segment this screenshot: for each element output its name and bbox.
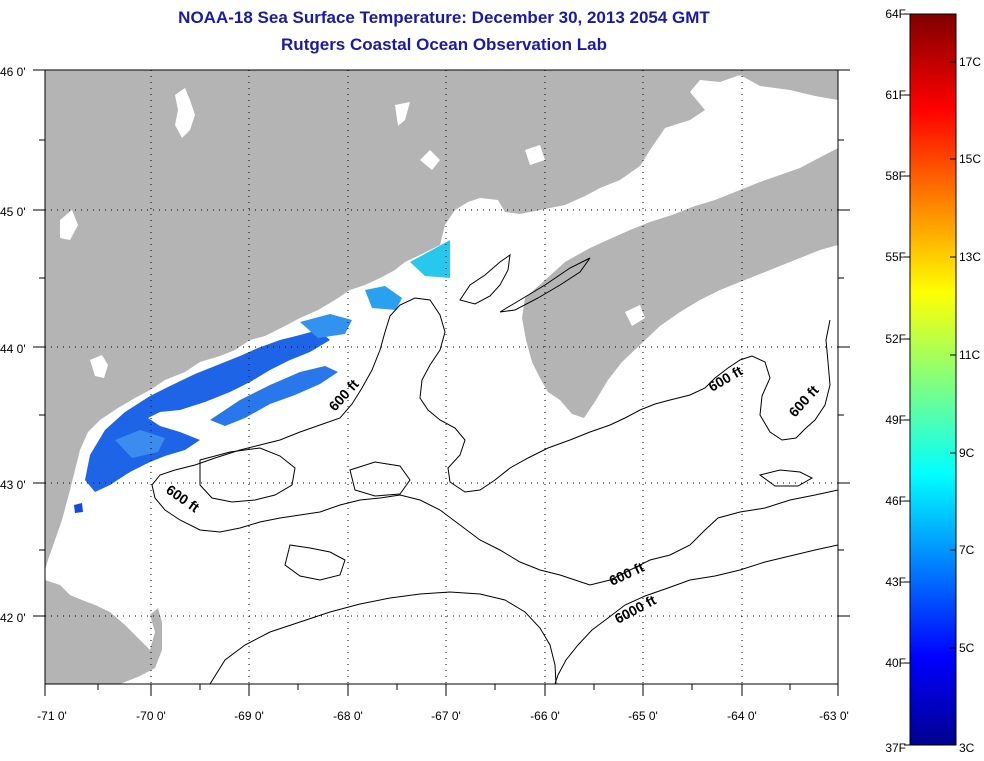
sst-patch	[410, 240, 450, 278]
mainland-landmass	[45, 70, 838, 570]
contour-600ft-inner	[199, 447, 296, 503]
lake	[625, 305, 645, 326]
contour-6000ft	[554, 544, 838, 684]
map-border	[44, 69, 839, 685]
sst-patch	[74, 503, 83, 513]
map-subtitle: Rutgers Coastal Ocean Observation Lab	[281, 35, 607, 54]
celsius-label: 13C	[959, 250, 981, 264]
celsius-label: 11C	[959, 348, 980, 362]
celsius-label: 7C	[959, 543, 975, 557]
sst-patch	[365, 286, 402, 310]
fahrenheit-label: 40F	[885, 656, 906, 670]
fahrenheit-label: 37F	[885, 741, 906, 755]
nova-scotia	[522, 148, 838, 418]
contour-600ft-basin	[349, 461, 411, 497]
lat-tick-label: 45 0'	[0, 205, 26, 219]
celsius-label: 17C	[959, 55, 981, 69]
contour-600ft-east	[758, 469, 814, 487]
lake	[420, 150, 440, 170]
contour-600ft	[151, 297, 838, 586]
map-title: NOAA-18 Sea Surface Temperature: Decembe…	[178, 8, 710, 27]
fahrenheit-label: 58F	[885, 169, 906, 183]
lon-tick-label: -64 0'	[727, 709, 757, 723]
lon-tick-label: -71 0'	[37, 709, 67, 723]
contour-600ft-georges	[284, 544, 346, 581]
temperature-colorbar: 64F 61F 58F 55F 52F 49F 46F 43F 40F 37F …	[885, 7, 981, 755]
lon-axis-labels: -71 0' -70 0' -69 0' -68 0' -67 0' -66 0…	[37, 709, 849, 723]
bathymetry-contours	[151, 253, 838, 684]
celsius-label: 9C	[959, 446, 975, 460]
contour-slope	[209, 591, 557, 684]
fahrenheit-label: 55F	[885, 250, 906, 264]
lat-axis-labels: 46 0' 45 0' 44 0' 43 0' 42 0'	[0, 65, 26, 625]
lon-tick-label: -67 0'	[431, 709, 461, 723]
fahrenheit-label: 49F	[885, 413, 906, 427]
lon-tick-label: -63 0'	[819, 709, 849, 723]
lon-tick-label: -65 0'	[628, 709, 658, 723]
celsius-label: 3C	[959, 741, 975, 755]
minas-basin	[660, 150, 790, 200]
lon-tick-label: -69 0'	[234, 709, 264, 723]
fahrenheit-label: 61F	[885, 88, 906, 102]
lon-tick-label: -66 0'	[530, 709, 560, 723]
graticule	[45, 70, 838, 684]
lat-tick-label: 46 0'	[0, 65, 26, 79]
sst-offshore-band	[210, 366, 338, 426]
lake	[60, 210, 78, 240]
fahrenheit-label: 43F	[885, 575, 906, 589]
lon-tick-label: -70 0'	[136, 709, 166, 723]
map-panel: 600 ft 600 ft 600 ft 600 ft 600 ft 6000 …	[0, 65, 850, 723]
sst-inner-patch	[115, 430, 165, 458]
colorbar-fahrenheit-labels: 64F 61F 58F 55F 52F 49F 46F 43F 40F 37F	[885, 7, 906, 755]
colorbar-celsius-labels: 17C 15C 13C 11C 9C 7C 5C 3C	[959, 55, 981, 755]
lat-tick-label: 44 0'	[0, 342, 26, 356]
lake	[395, 102, 410, 126]
lake	[90, 355, 108, 378]
fahrenheit-label: 46F	[885, 494, 906, 508]
colorbar-ticks	[904, 13, 956, 746]
cape-cod	[45, 580, 162, 684]
colorbar-gradient	[909, 13, 957, 746]
fahrenheit-label: 52F	[885, 332, 906, 346]
axis-ticks	[33, 69, 850, 696]
lake	[175, 88, 195, 138]
sst-patch	[300, 314, 352, 338]
celsius-label: 5C	[959, 641, 975, 655]
lat-tick-label: 42 0'	[0, 611, 26, 625]
contour-channel	[499, 257, 591, 313]
fahrenheit-label: 64F	[885, 7, 906, 21]
lake	[525, 145, 545, 165]
celsius-label: 15C	[959, 152, 981, 166]
lat-tick-label: 43 0'	[0, 478, 26, 492]
lon-tick-label: -68 0'	[333, 709, 363, 723]
contour-600ft-bay	[459, 253, 511, 305]
